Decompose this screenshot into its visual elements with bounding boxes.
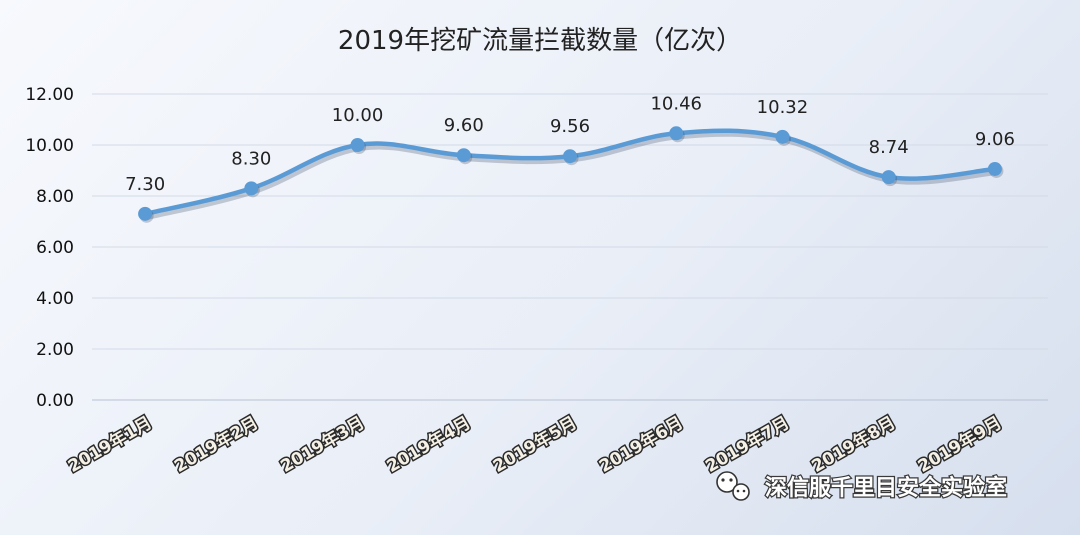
x-tick-label: 2019年2月 (171, 412, 262, 477)
y-tick-label: 4.00 (36, 289, 74, 309)
data-label: 8.30 (231, 148, 271, 169)
x-tick-label: 2019年5月 (489, 412, 580, 477)
x-tick-label: 2019年3月 (277, 412, 368, 477)
data-point (563, 149, 577, 164)
data-points (138, 126, 1004, 223)
y-tick-label: 6.00 (36, 238, 74, 258)
series-line (142, 128, 998, 217)
y-tick-label: 10.00 (25, 136, 74, 156)
gridlines (92, 93, 1048, 401)
data-point (669, 126, 684, 141)
data-point (244, 181, 259, 196)
data-point (138, 206, 153, 221)
y-tick-label: 8.00 (36, 187, 74, 207)
y-axis-ticks: 0.00 2.00 4.00 6.00 8.00 10.00 12.00 (25, 85, 74, 411)
data-label: 10.46 (650, 93, 702, 114)
x-tick-label: 2019年6月 (596, 412, 687, 477)
data-point (987, 161, 1002, 176)
wechat-icon (716, 471, 750, 501)
chart-title: 2019年挖矿流量拦截数量（亿次） (338, 26, 742, 56)
data-labels: 7.30 8.30 10.00 9.60 9.56 10.46 10.32 8.74 9.06 (125, 93, 1015, 195)
y-tick-label: 12.00 (25, 85, 74, 105)
watermark-text: 深信服千里目安全实验室 (765, 475, 1007, 501)
x-tick-label: 2019年1月 (64, 412, 155, 477)
data-label: 9.60 (444, 115, 484, 136)
data-label: 7.30 (125, 174, 165, 195)
watermark: 深信服千里目安全实验室 (716, 471, 1008, 502)
y-tick-label: 2.00 (36, 340, 74, 360)
x-tick-label: 2019年8月 (808, 412, 899, 477)
data-label: 9.06 (975, 129, 1015, 150)
data-point (881, 170, 896, 185)
x-tick-label: 2019年7月 (702, 412, 793, 477)
x-tick-label: 2019年4月 (383, 412, 474, 477)
x-tick-label: 2019年9月 (914, 412, 1005, 477)
x-axis-ticks: 2019年1月 2019年2月 2019年3月 2019年4月 2019年5月 2019年… (63, 411, 1007, 479)
data-point (350, 138, 365, 152)
data-point (775, 129, 790, 144)
data-label: 10.00 (332, 105, 384, 126)
data-label: 10.32 (757, 97, 809, 118)
data-label: 9.56 (550, 116, 590, 137)
data-point (456, 148, 471, 163)
data-label: 8.74 (869, 137, 909, 158)
y-tick-label: 0.00 (36, 391, 74, 411)
